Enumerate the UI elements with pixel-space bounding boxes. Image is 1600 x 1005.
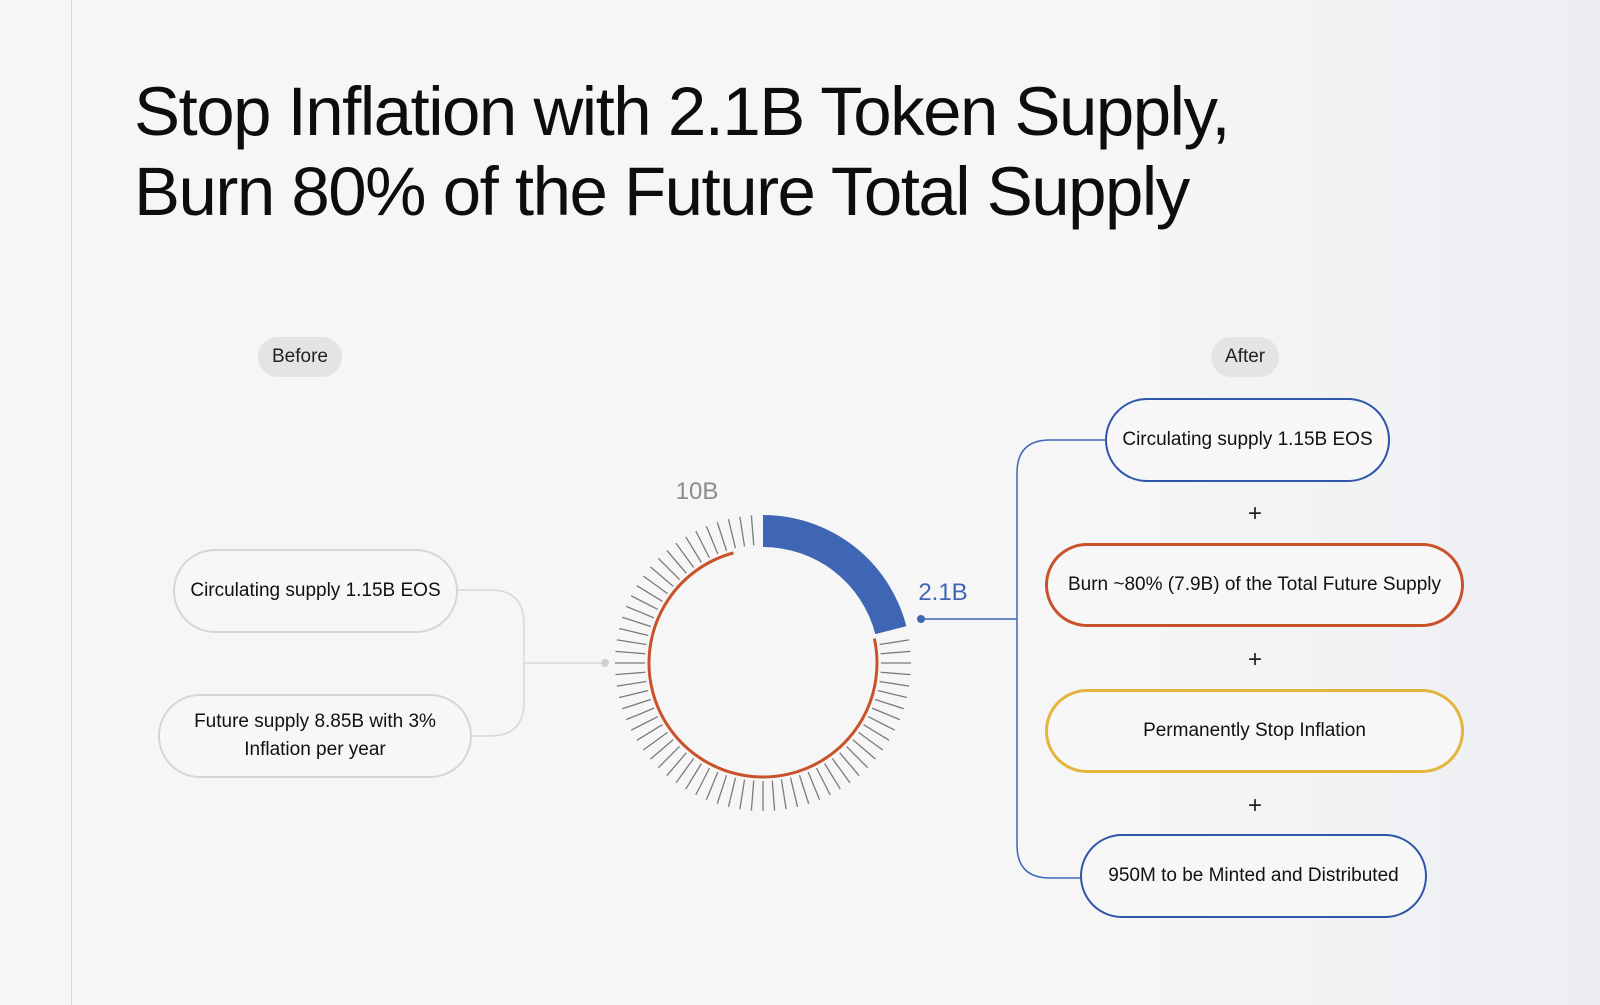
gauge-tick (867, 715, 896, 731)
plus-sign-3: + (1247, 792, 1262, 819)
after-circulating-pill: Circulating supply 1.15B EOS (1105, 398, 1390, 482)
highlight-label: 2.1B (918, 579, 967, 606)
gauge-tick (880, 671, 911, 676)
gauge-tick (618, 627, 649, 637)
gauge-tick (871, 707, 900, 721)
before-connector (458, 589, 525, 737)
before-circulating-pill: Circulating supply 1.15B EOS (173, 549, 458, 633)
gauge-tick (739, 779, 746, 810)
before-connector-dot (601, 659, 609, 667)
gauge-tick (879, 639, 910, 646)
gauge-tick (685, 536, 702, 563)
gauge-tick (630, 715, 659, 731)
gauge-tick (675, 758, 695, 784)
after-tag: After (1211, 337, 1280, 377)
gauge-tick (750, 515, 755, 546)
gauge-tick (739, 516, 746, 547)
gauge-tick (727, 777, 737, 808)
gauge-tick (807, 771, 821, 800)
gauge-tick (705, 771, 719, 800)
gauge-tick (824, 763, 841, 790)
gauge-tick (622, 698, 651, 710)
title-line-2: Burn 80% of the Future Total Supply (134, 153, 1190, 230)
gauge-tick (880, 650, 911, 655)
plus-sign-2: + (1247, 646, 1262, 673)
gauge-tick (675, 542, 695, 568)
before-future-supply-pill: Future supply 8.85B with 3% Inflation pe… (158, 694, 472, 778)
gauge-tick (657, 745, 681, 769)
after-connector (1016, 439, 1105, 879)
plus-sign-1: + (1247, 500, 1262, 527)
gauge-tick (863, 724, 890, 741)
total-label: 10B (676, 478, 719, 505)
gauge-tick (771, 780, 776, 811)
minted-distributed-pill: 950M to be Minted and Distributed (1080, 834, 1427, 918)
gauge-tick (798, 775, 810, 804)
gauge-tick (695, 767, 711, 796)
gauge-tick (626, 605, 655, 619)
gauge-tick (852, 739, 876, 760)
highlight-supply-arc (763, 515, 907, 635)
gauge-tick (815, 767, 831, 796)
before-tag: Before (258, 337, 342, 377)
title-line-1: Stop Inflation with 2.1B Token Supply, (134, 73, 1231, 150)
gauge-tick (716, 775, 728, 804)
gauge-tick (716, 522, 728, 551)
gauge-tick (839, 752, 860, 776)
gauge-tick (831, 758, 851, 784)
gauge-tick (636, 724, 663, 741)
burn-pill: Burn ~80% (7.9B) of the Total Future Sup… (1045, 543, 1464, 627)
gauge-tick (642, 731, 668, 751)
gauge-tick (630, 595, 659, 611)
gauge-tick (616, 680, 647, 687)
gauge-tick (845, 745, 869, 769)
gauge-tick (780, 779, 787, 810)
gauge-tick (636, 585, 663, 602)
gauge-tick (618, 689, 649, 699)
gauge-tick (875, 698, 904, 710)
highlight-dot (917, 615, 925, 623)
gauge-tick (879, 680, 910, 687)
gauge-tick (650, 739, 674, 760)
gauge-tick (657, 557, 681, 581)
gauge-ticks (615, 515, 911, 811)
gauge-tick (642, 575, 668, 595)
gauge-tick (877, 689, 908, 699)
gauge-tick (705, 526, 719, 555)
gauge-tick (858, 731, 884, 751)
gauge-tick (650, 566, 674, 587)
remaining-supply-arc (647, 551, 879, 779)
left-divider (71, 0, 72, 1005)
gauge-tick (727, 518, 737, 549)
gauge-tick (666, 550, 687, 574)
gauge-tick (626, 707, 655, 721)
gauge-tick (695, 530, 711, 559)
gauge-tick (789, 777, 799, 808)
page-title: Stop Inflation with 2.1B Token Supply, B… (134, 72, 1231, 232)
gauge-tick (685, 763, 702, 790)
gauge-tick (615, 671, 646, 676)
stop-inflation-pill: Permanently Stop Inflation (1045, 689, 1464, 773)
gauge-tick (666, 752, 687, 776)
gauge-tick (616, 639, 647, 646)
gauge-tick (750, 780, 755, 811)
gauge-tick (622, 616, 651, 628)
gauge-tick (615, 650, 646, 655)
